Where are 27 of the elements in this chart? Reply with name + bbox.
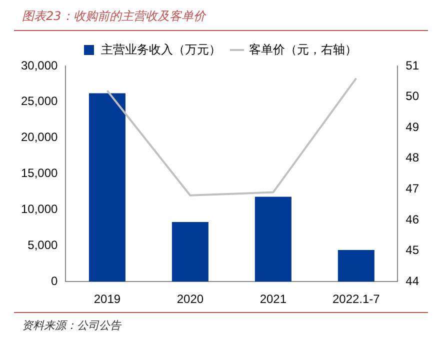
y2-tick-label: 46: [406, 212, 420, 226]
y2-tick-label: 48: [406, 150, 420, 165]
y-tick-label: 15,000: [21, 166, 58, 180]
y-tick-label: 0: [51, 274, 58, 288]
y-tick-label: 5,000: [28, 238, 58, 252]
legend-label: 客单价（元，右轴）: [249, 42, 357, 56]
chart-title: 图表23：收购前的主营收及客单价: [22, 8, 206, 25]
y-tick-label: 25,000: [21, 94, 58, 108]
legend-label: 主营业务收入（万元）: [101, 42, 221, 56]
y2-tick-label: 50: [406, 89, 420, 104]
text: 资料来源：公司公告: [22, 318, 121, 333]
y2-tick-label: 47: [406, 182, 420, 196]
y2-tick-label: 51: [406, 58, 420, 72]
bar: [338, 250, 374, 282]
bar: [254, 196, 292, 282]
bar: [88, 93, 126, 282]
bar: [172, 222, 208, 282]
y2-tick-label: 44: [406, 274, 420, 288]
x-tick-label: 2021: [260, 292, 287, 306]
x-tick-label: 2020: [176, 292, 204, 306]
y2-tick-label: 45: [406, 243, 420, 258]
y-tick-label: 20,000: [21, 130, 58, 144]
y-tick-label: 10,000: [21, 202, 58, 216]
y2-tick-label: 49: [406, 120, 420, 134]
x-tick-label: 2019: [94, 292, 121, 306]
x-tick-label: 2022.1-7: [332, 292, 380, 306]
y-tick-label: 30,000: [21, 58, 58, 72]
